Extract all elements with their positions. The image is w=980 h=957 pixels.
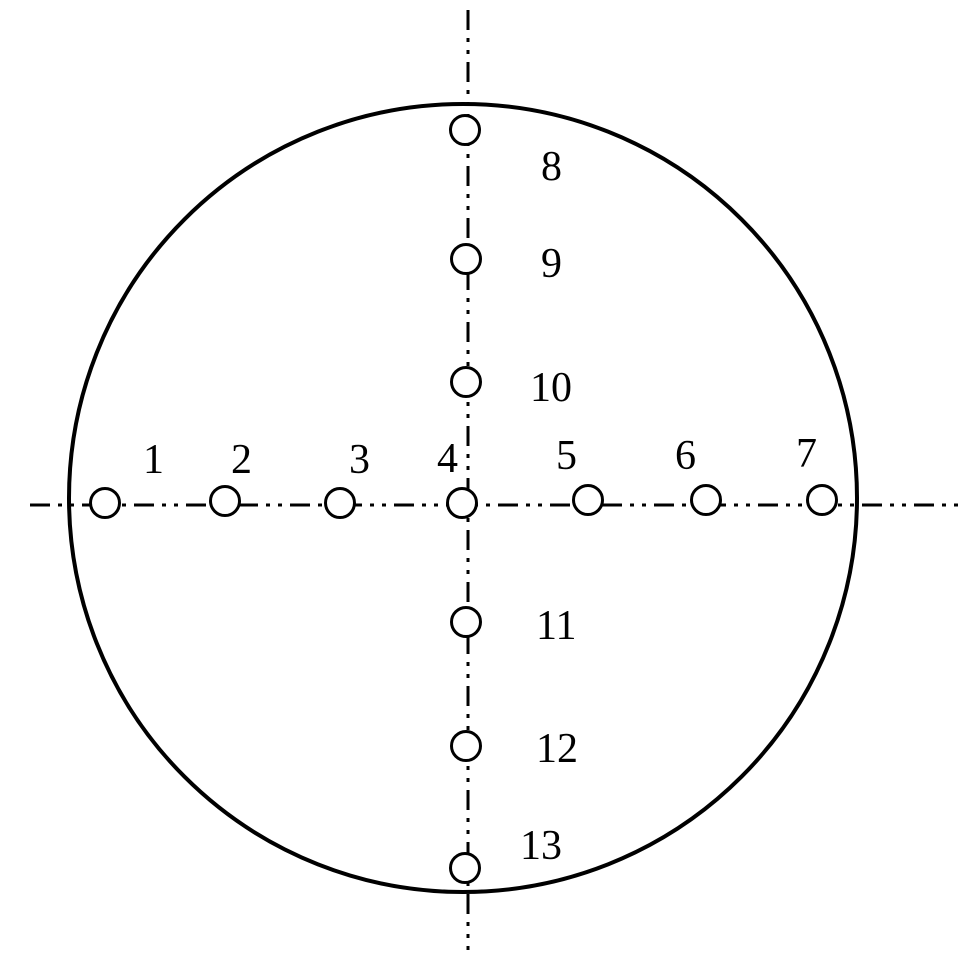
point-circle bbox=[451, 116, 480, 145]
point-circle bbox=[91, 489, 120, 518]
diagram-stage: 12345678910111213 bbox=[0, 0, 980, 957]
point-label: 1 bbox=[143, 436, 164, 484]
point-circle bbox=[326, 489, 355, 518]
point-circle bbox=[452, 245, 481, 274]
point-circle bbox=[452, 608, 481, 637]
point-label: 7 bbox=[796, 430, 817, 478]
point-circle bbox=[451, 854, 480, 883]
point-label: 6 bbox=[675, 432, 696, 480]
point-label: 11 bbox=[536, 602, 576, 650]
point-circle bbox=[808, 486, 837, 515]
point-circle bbox=[452, 368, 481, 397]
point-label: 5 bbox=[556, 432, 577, 480]
point-label: 8 bbox=[541, 143, 562, 191]
point-circle bbox=[452, 732, 481, 761]
point-label: 9 bbox=[541, 240, 562, 288]
point-label: 3 bbox=[349, 436, 370, 484]
point-label: 10 bbox=[530, 364, 572, 412]
point-label: 4 bbox=[437, 435, 458, 483]
point-label: 12 bbox=[536, 725, 578, 773]
point-circle bbox=[211, 487, 240, 516]
point-label: 13 bbox=[520, 822, 562, 870]
point-circle bbox=[574, 486, 603, 515]
point-label: 2 bbox=[231, 436, 252, 484]
point-circle bbox=[692, 486, 721, 515]
point-circle bbox=[448, 489, 477, 518]
